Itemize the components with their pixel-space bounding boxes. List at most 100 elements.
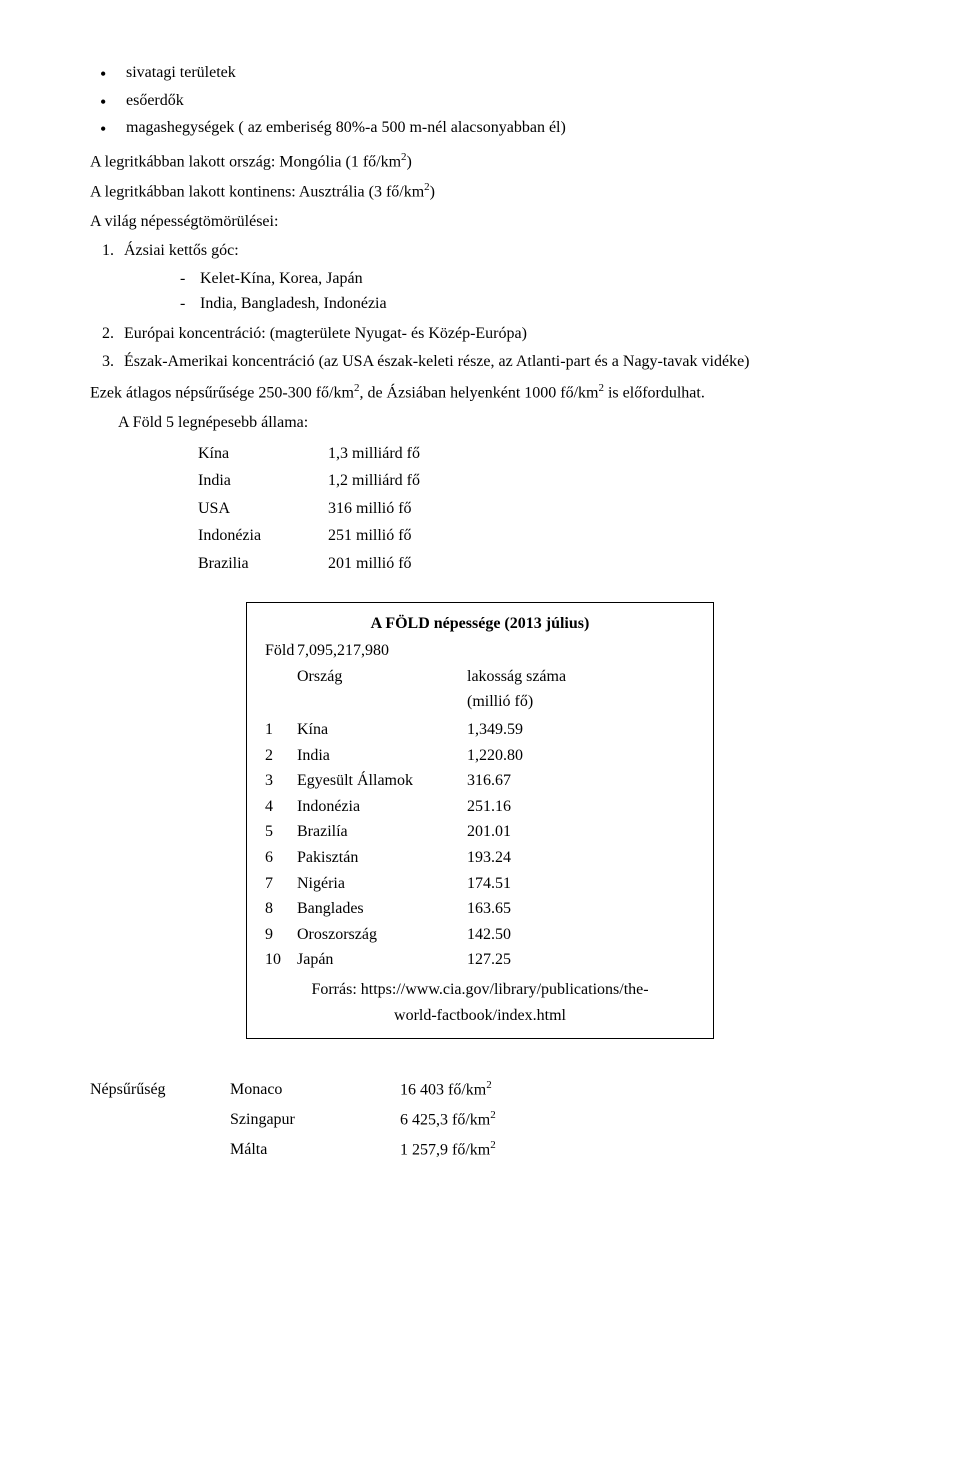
box-source: Forrás: https://www.cia.gov/library/publ… (265, 977, 695, 1028)
country-cell: Kína (297, 717, 467, 743)
table-row: Szingapur 6 425,3 fő/km2 (90, 1105, 496, 1135)
exponent: 2 (486, 1079, 492, 1091)
value-cell: 1,349.59 (467, 717, 523, 743)
country-cell: India (297, 743, 467, 769)
table-row: 7Nigéria174.51 (265, 871, 523, 897)
country-cell: Monaco (230, 1075, 400, 1105)
country-cell: India (198, 467, 328, 495)
bullet-item: sivatagi területek (90, 60, 870, 86)
exponent: 2 (490, 1139, 496, 1151)
header-pop-a: lakosság száma (467, 664, 566, 690)
country-cell: Oroszország (297, 922, 467, 948)
paragraph-least-country: A legritkábban lakott ország: Mongólia (… (90, 149, 870, 175)
table-row: 5Brazilía201.01 (265, 819, 523, 845)
box-title: A FÖLD népessége (2013 július) (265, 611, 695, 637)
text: India, Bangladesh, Indonézia (200, 295, 387, 312)
value-cell: 201.01 (467, 819, 523, 845)
rank-cell: 10 (265, 947, 297, 973)
value-cell: 1 257,9 fő/km2 (400, 1135, 496, 1165)
table-row: Málta 1 257,9 fő/km2 (90, 1135, 496, 1165)
value-cell: 174.51 (467, 871, 523, 897)
value-cell: 127.25 (467, 947, 523, 973)
bullet-text: magashegységek ( az emberiség 80%-a 500 … (126, 119, 566, 136)
blank-cell (265, 689, 297, 715)
text: 6 425,3 fő/km (400, 1111, 490, 1128)
country-cell: Brazilía (297, 819, 467, 845)
world-label: Föld (265, 638, 297, 664)
country-cell: Indonézia (297, 794, 467, 820)
rank-cell: 6 (265, 845, 297, 871)
table-row: 4Indonézia251.16 (265, 794, 523, 820)
country-cell: Kína (198, 440, 328, 468)
text: , de Ázsiában helyenként 1000 fő/km (359, 385, 598, 402)
header-pop-b: (millió fő) (467, 689, 566, 715)
density-table: Népsűrűség Monaco 16 403 fő/km2 Szingapu… (90, 1075, 496, 1165)
text: A legritkábban lakott kontinens: Ausztrá… (90, 183, 424, 200)
value-cell: 316 millió fő (328, 495, 420, 523)
value-cell: 251 millió fő (328, 522, 420, 550)
dash-item: Kelet-Kína, Korea, Japán (180, 266, 870, 292)
table-row-header: (millió fő) (265, 689, 566, 715)
text: A legritkábban lakott ország: Mongólia (… (90, 153, 401, 170)
rank-cell: 1 (265, 717, 297, 743)
blank-cell (90, 1105, 230, 1135)
population-header-table: Föld 7,095,217,980 Ország lakosság száma… (265, 638, 566, 715)
text: Európai koncentráció: (magterülete Nyuga… (124, 325, 527, 342)
text: Ázsiai kettős góc: (124, 242, 239, 259)
population-box-wrapper: A FÖLD népessége (2013 július) Föld 7,09… (90, 602, 870, 1040)
rank-cell: 8 (265, 896, 297, 922)
country-cell: Szingapur (230, 1105, 400, 1135)
blank-cell (265, 664, 297, 690)
country-cell: Málta (230, 1135, 400, 1165)
population-box: A FÖLD népessége (2013 július) Föld 7,09… (246, 602, 714, 1040)
text: ) (407, 153, 412, 170)
value-cell: 316.67 (467, 768, 523, 794)
blank-cell (297, 689, 467, 715)
value-cell: 193.24 (467, 845, 523, 871)
value-cell: 163.65 (467, 896, 523, 922)
paragraph-concentrations-intro: A világ népességtömörülései: (90, 209, 870, 235)
table-row: Brazilia201 millió fő (198, 550, 420, 578)
value-cell: 1,2 milliárd fő (328, 467, 420, 495)
table-row: 1Kína1,349.59 (265, 717, 523, 743)
country-cell: USA (198, 495, 328, 523)
country-cell: Egyesült Államok (297, 768, 467, 794)
numbered-item-2: Európai koncentráció: (magterülete Nyuga… (118, 321, 870, 347)
table-row: 10Japán127.25 (265, 947, 523, 973)
table-row: 9Oroszország142.50 (265, 922, 523, 948)
text: Kelet-Kína, Korea, Japán (200, 270, 363, 287)
country-cell: Pakisztán (297, 845, 467, 871)
table-row-header: Ország lakosság száma (265, 664, 566, 690)
text: ) (430, 183, 435, 200)
bullet-text: esőerdők (126, 92, 184, 109)
bullet-text: sivatagi területek (126, 64, 236, 81)
population-rank-table: 1Kína1,349.59 2India1,220.80 3Egyesült Á… (265, 717, 523, 973)
bullet-item: esőerdők (90, 88, 870, 114)
rank-cell: 5 (265, 819, 297, 845)
country-cell: Nigéria (297, 871, 467, 897)
table-row: 8Banglades163.65 (265, 896, 523, 922)
numbered-list: Ázsiai kettős góc: Kelet-Kína, Korea, Ja… (118, 238, 870, 374)
source-line-1: Forrás: https://www.cia.gov/library/publ… (311, 981, 648, 998)
table-row: Föld 7,095,217,980 (265, 638, 566, 664)
dash-item: India, Bangladesh, Indonézia (180, 291, 870, 317)
country-cell: Indonézia (198, 522, 328, 550)
text: Ezek átlagos népsűrűsége 250-300 fő/km (90, 385, 354, 402)
text: Észak-Amerikai koncentráció (az USA észa… (124, 353, 750, 370)
table-row: 6Pakisztán193.24 (265, 845, 523, 871)
text: is előfordulhat. (604, 385, 705, 402)
value-cell: 1,220.80 (467, 743, 523, 769)
value-cell: 201 millió fő (328, 550, 420, 578)
world-value: 7,095,217,980 (297, 638, 566, 664)
bullet-list: sivatagi területek esőerdők magashegység… (90, 60, 870, 141)
value-cell: 6 425,3 fő/km2 (400, 1105, 496, 1135)
table-row: Népsűrűség Monaco 16 403 fő/km2 (90, 1075, 496, 1105)
five-states-intro: A Föld 5 legnépesebb állama: (118, 410, 870, 436)
value-cell: 142.50 (467, 922, 523, 948)
country-cell: Banglades (297, 896, 467, 922)
rank-cell: 7 (265, 871, 297, 897)
exponent: 2 (490, 1109, 496, 1121)
dash-list: Kelet-Kína, Korea, Japán India, Banglade… (180, 266, 870, 317)
rank-cell: 2 (265, 743, 297, 769)
table-row: USA316 millió fő (198, 495, 420, 523)
